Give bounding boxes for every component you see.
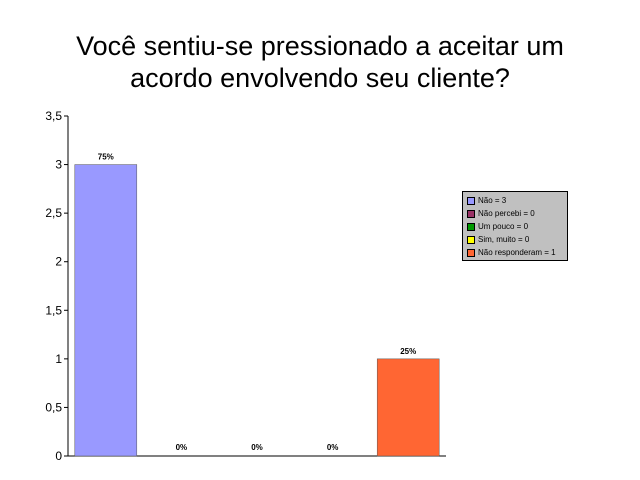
data-label: 0% [251,443,263,452]
data-label: 25% [400,347,416,356]
legend-label: Não percebi = 0 [478,209,535,218]
y-tick-label: 2,5 [45,206,62,220]
y-tick-label: 2 [55,255,62,269]
legend-item: Sim, muito = 0 [467,233,567,246]
bar [376,358,440,457]
chart-title-line-1: Você sentiu-se pressionado a aceitar um [76,31,564,61]
chart-legend: Não = 3 Não percebi = 0 Um pouco = 0 Sim… [462,191,568,261]
chart-title-line-2: acordo envolvendo seu cliente? [130,63,510,93]
y-tick-label: 0 [55,449,62,463]
legend-label: Sim, muito = 0 [478,235,530,244]
legend-item: Não responderam = 1 [467,246,567,259]
y-tick-label: 0,5 [45,400,62,414]
data-label: 75% [98,153,114,162]
legend-label: Não = 3 [478,196,507,205]
legend-swatch [467,248,475,257]
y-tick-label: 1 [55,352,62,366]
legend-swatch [467,235,475,244]
y-tick-label: 3 [55,158,62,172]
legend-swatch [467,209,475,218]
y-tick-label: 1,5 [45,303,62,317]
legend-label: Não responderam = 1 [478,248,556,257]
data-label: 0% [176,443,188,452]
bar [74,164,138,457]
legend-label: Um pouco = 0 [478,222,529,231]
legend-item: Um pouco = 0 [467,220,567,233]
legend-swatch [467,222,475,231]
legend-swatch [467,196,475,205]
legend-item: Não = 3 [467,194,567,207]
chart-title: Você sentiu-se pressionado a aceitar um … [0,30,640,94]
data-label: 0% [327,443,339,452]
y-tick-label: 3,5 [45,109,62,123]
legend-item: Não percebi = 0 [467,207,567,220]
